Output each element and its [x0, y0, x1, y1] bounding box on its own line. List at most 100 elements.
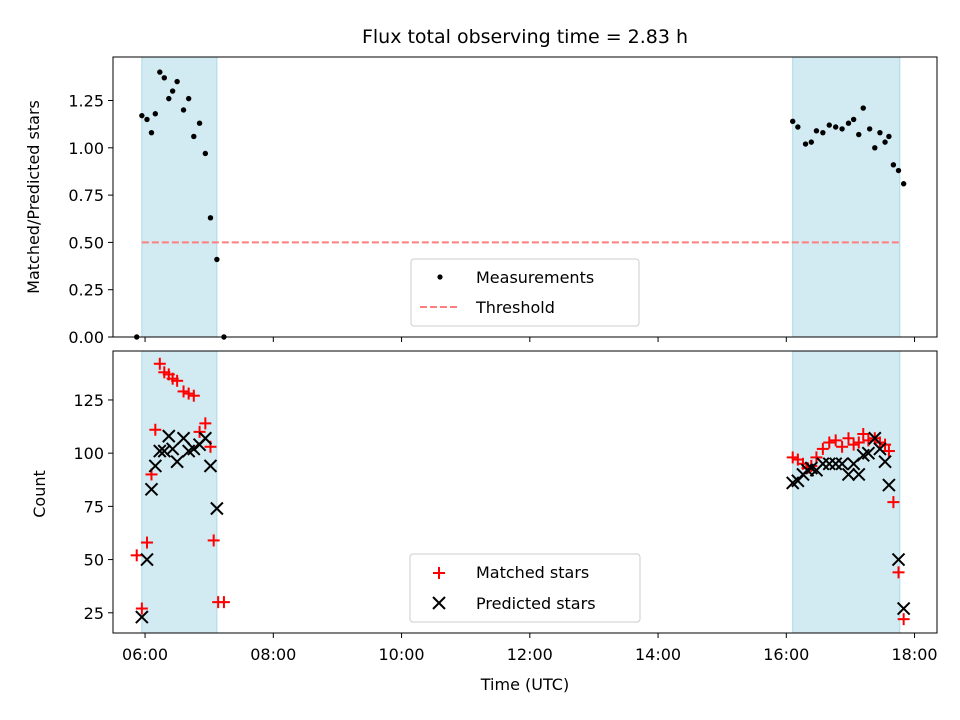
measurement-point — [180, 107, 187, 113]
matched-star-point — [836, 440, 849, 453]
matched-star-point — [882, 445, 895, 458]
bottom-axes-frame — [112, 350, 938, 634]
x-tick-label: 18:00 — [892, 645, 938, 664]
measurement-point — [169, 88, 176, 94]
predicted-star-point — [162, 429, 176, 443]
top-x-ticks — [144, 337, 916, 342]
matched-star-point — [135, 602, 148, 615]
matched-star-point — [153, 357, 166, 370]
y-tick-label: 1.00 — [68, 139, 104, 158]
shaded-span — [792, 350, 901, 634]
measurement-point — [820, 129, 826, 136]
top-y-axis-label: Matched/Predicted stars — [24, 100, 43, 294]
y-tick-label: 0.25 — [68, 281, 104, 300]
predicted-star-point — [170, 454, 184, 469]
predicted-star-point — [873, 442, 887, 456]
predicted-star-point — [176, 431, 191, 445]
measurement-point — [856, 131, 862, 138]
matched-star-point — [857, 428, 870, 441]
predicted-star-point — [816, 457, 830, 471]
measurement-point — [850, 116, 857, 123]
predicted-star-point — [203, 459, 218, 473]
predicted-star-point — [868, 431, 882, 445]
predicted-star-point — [835, 457, 849, 471]
legend-measurements-label: Measurements — [476, 268, 594, 287]
measurement-point — [802, 141, 809, 147]
measurement-point — [895, 167, 902, 174]
predicted-stars-series — [135, 429, 911, 624]
x-tick-label: 08:00 — [250, 645, 296, 664]
predicted-star-point — [165, 442, 180, 456]
measurement-point — [207, 215, 214, 221]
bottom-legend: Matched stars Predicted stars — [409, 553, 641, 623]
matched-star-point — [207, 534, 220, 547]
matched-star-point — [193, 425, 206, 438]
matched-star-point — [823, 436, 836, 449]
bottom-legend-box — [409, 553, 641, 623]
measurement-point — [196, 120, 203, 126]
y-tick-label: 0.75 — [68, 186, 104, 205]
matched-star-point — [199, 417, 212, 430]
measurement-point — [808, 139, 815, 145]
chart-title: Flux total observing time = 2.83 h — [362, 26, 688, 48]
x-tick-label: 12:00 — [507, 645, 553, 664]
measurement-point — [882, 139, 888, 145]
measurement-point — [890, 162, 897, 168]
predicted-star-point — [822, 457, 836, 471]
measurement-point — [144, 116, 150, 123]
x-tick-label: 10:00 — [379, 645, 425, 664]
top-y-ticks: 0.00 0.25 0.50 0.75 1.00 1.25 — [68, 92, 113, 347]
predicted-star-point — [852, 467, 866, 482]
predicted-star-point — [828, 457, 843, 471]
measurement-point — [148, 129, 155, 136]
predicted-star-point — [878, 454, 892, 469]
measurement-point — [185, 95, 192, 102]
y-tick-label: 1.25 — [68, 92, 104, 111]
matched-star-point — [897, 613, 910, 626]
measurement-point — [152, 111, 159, 117]
top-legend: Measurements Threshold — [410, 258, 640, 327]
matched-star-point — [177, 385, 190, 398]
measurement-point — [886, 133, 892, 140]
measurement-point — [139, 112, 145, 119]
legend-matched-label: Matched stars — [476, 563, 589, 582]
matched-star-point — [182, 387, 195, 400]
predicted-star-point — [187, 442, 201, 456]
x-tick-label: 16:00 — [763, 645, 809, 664]
measurement-point — [202, 150, 209, 157]
measurement-point — [191, 133, 197, 140]
matched-star-point — [816, 442, 829, 455]
predicted-star-point — [148, 459, 163, 473]
measurement-point — [166, 95, 172, 102]
matched-star-point — [171, 374, 184, 387]
shaded-span — [141, 56, 218, 338]
matched-star-point — [810, 451, 823, 464]
y-tick-label: 0.00 — [68, 328, 104, 347]
measurement-point — [790, 118, 796, 125]
y-tick-label: 50 — [84, 551, 104, 570]
measurement-point — [174, 78, 180, 85]
matched-star-point — [892, 566, 905, 579]
x-tick-label: 06:00 — [122, 645, 168, 664]
measurement-point — [795, 124, 801, 130]
y-tick-label: 25 — [84, 604, 104, 623]
measurement-point — [845, 120, 852, 126]
bottom-panel: 25 50 75 100 125 06:00 08:00 10:00 12:00 14:00 16… — [30, 350, 938, 694]
legend-matched-marker — [433, 567, 445, 579]
legend-predicted-marker — [432, 596, 446, 610]
measurement-point — [877, 129, 883, 136]
top-axes-frame — [112, 56, 938, 338]
measurement-point — [900, 181, 907, 187]
predicted-star-point — [210, 501, 224, 516]
bottom-y-ticks: 25 50 75 100 125 — [73, 391, 113, 623]
top-panel: 0.00 0.25 0.50 0.75 1.00 1.25 Matched/Predict… — [24, 56, 938, 347]
y-tick-label: 75 — [84, 497, 104, 516]
predicted-star-point — [157, 444, 172, 458]
measurement-point — [866, 126, 873, 132]
matched-star-point — [887, 496, 900, 509]
predicted-star-point — [144, 482, 159, 497]
matched-star-point — [829, 434, 842, 447]
measurement-point — [872, 145, 878, 151]
predicted-star-point — [198, 431, 213, 445]
